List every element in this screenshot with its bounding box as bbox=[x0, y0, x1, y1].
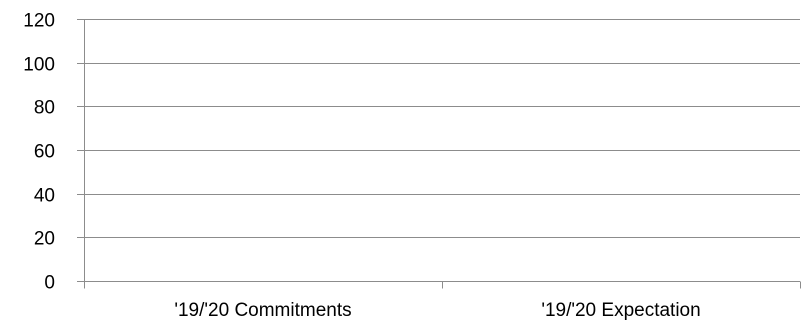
y-tick-label-120: 120 bbox=[23, 11, 55, 32]
y-tick-label-40: 40 bbox=[34, 186, 55, 207]
axes bbox=[77, 19, 801, 289]
y-axis-tick-labels: 0 20 40 60 80 100 120 bbox=[23, 11, 55, 294]
y-tick-label-80: 80 bbox=[34, 98, 55, 119]
gridlines bbox=[84, 19, 800, 238]
y-tick-label-0: 0 bbox=[44, 273, 55, 294]
x-category-label-1: '19/'20 Expectation bbox=[541, 300, 700, 321]
x-category-label-0: '19/'20 Commitments bbox=[174, 300, 351, 321]
y-tick-label-60: 60 bbox=[34, 142, 55, 163]
x-axis-category-labels: '19/'20 Commitments '19/'20 Expectation bbox=[174, 300, 700, 321]
y-tick-label-20: 20 bbox=[34, 229, 55, 250]
y-tick-label-100: 100 bbox=[23, 55, 55, 76]
